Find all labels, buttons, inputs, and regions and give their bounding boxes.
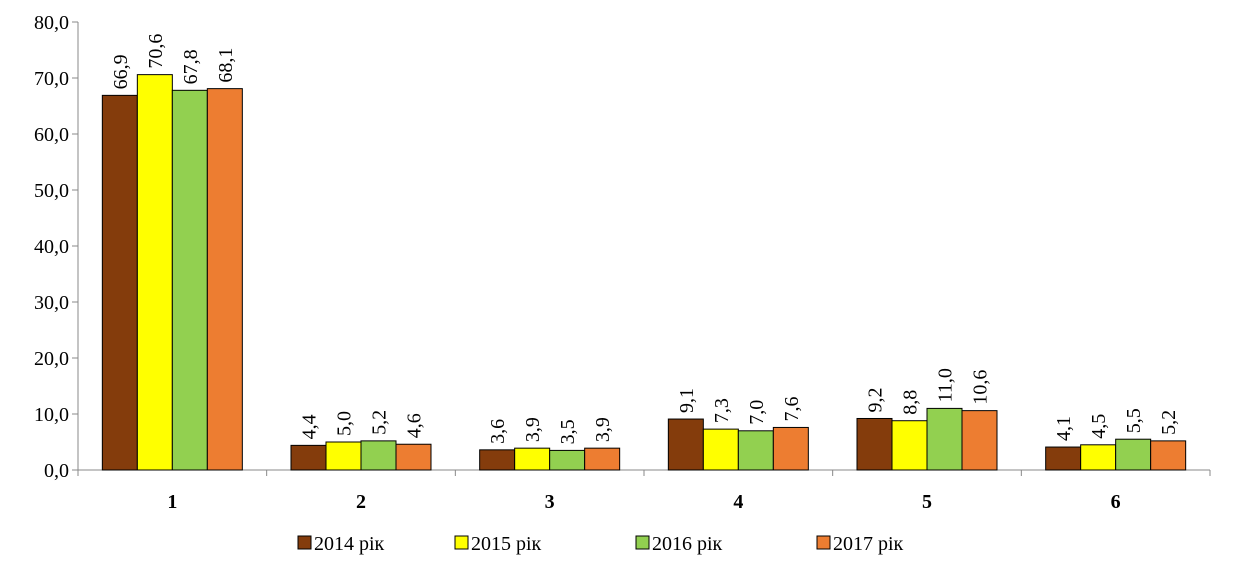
legend-label: 2014 рік (314, 533, 385, 555)
bar (891, 420, 928, 471)
x-tick-label: 4 (733, 491, 743, 513)
x-tick-label: 5 (922, 491, 932, 513)
x-tick-label: 1 (167, 491, 177, 513)
value-label: 10,6 (970, 370, 992, 405)
value-label: 4,1 (1053, 416, 1075, 441)
value-label: 3,9 (522, 417, 544, 442)
bar (584, 447, 621, 471)
y-tick-label: 30,0 (34, 292, 69, 314)
bar (206, 88, 243, 471)
value-label: 7,3 (711, 398, 733, 423)
value-label: 7,0 (746, 400, 768, 425)
value-label: 68,1 (215, 48, 237, 83)
value-label: 3,5 (557, 419, 579, 444)
value-label: 70,6 (145, 34, 167, 69)
value-label: 11,0 (935, 368, 957, 402)
bar (961, 410, 998, 471)
legend-swatch (297, 535, 312, 550)
y-tick-label: 50,0 (34, 180, 69, 202)
legend-swatch (816, 535, 831, 550)
y-tick-label: 60,0 (34, 124, 69, 146)
bar (926, 407, 963, 471)
value-label: 4,5 (1088, 414, 1110, 439)
y-tick-label: 10,0 (34, 404, 69, 426)
bar (856, 417, 893, 471)
value-label: 5,2 (1158, 410, 1180, 435)
x-tick-label: 3 (545, 491, 555, 513)
legend-swatch (635, 535, 650, 550)
x-tick-label: 2 (356, 491, 366, 513)
legend-label: 2016 рік (652, 533, 723, 555)
bar (667, 418, 704, 471)
value-label: 5,2 (369, 410, 391, 435)
y-tick-label: 0,0 (44, 460, 69, 482)
value-label: 9,2 (865, 387, 887, 412)
value-label: 9,1 (676, 388, 698, 413)
value-label: 67,8 (180, 49, 202, 84)
value-label: 3,6 (487, 419, 509, 444)
x-tick-label: 6 (1111, 491, 1121, 513)
value-label: 7,6 (781, 396, 803, 421)
bar (549, 449, 586, 471)
bar (514, 447, 551, 471)
legend-label: 2017 рік (833, 533, 904, 555)
bar (1150, 440, 1187, 471)
value-label: 4,6 (404, 413, 426, 438)
bar (290, 444, 327, 471)
bar (772, 426, 809, 471)
y-tick-label: 40,0 (34, 236, 69, 258)
bar (360, 440, 397, 471)
bar (1045, 446, 1082, 471)
value-label: 3,9 (592, 417, 614, 442)
value-label: 5,5 (1123, 408, 1145, 433)
bar (479, 449, 516, 471)
bar (325, 441, 362, 471)
bar (136, 74, 173, 471)
value-label: 5,0 (334, 411, 356, 436)
legend-swatch (454, 535, 469, 550)
y-tick-label: 70,0 (34, 68, 69, 90)
value-label: 8,8 (900, 390, 922, 415)
legend-label: 2015 рік (471, 533, 542, 555)
bar (1080, 444, 1117, 471)
bar (395, 443, 432, 471)
bar (101, 94, 138, 471)
bar (171, 89, 208, 471)
bar (702, 428, 739, 471)
y-tick-label: 80,0 (34, 12, 69, 34)
y-tick-label: 20,0 (34, 348, 69, 370)
bar (737, 430, 774, 471)
value-label: 66,9 (110, 54, 132, 89)
bar (1115, 438, 1152, 471)
value-label: 4,4 (299, 414, 321, 439)
